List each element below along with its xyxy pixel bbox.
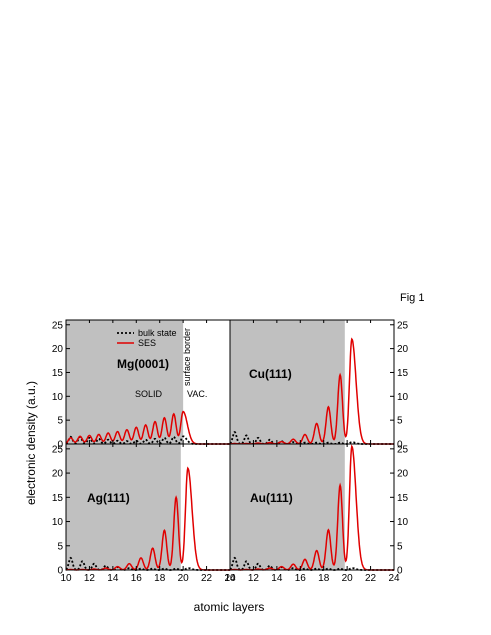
bulk-series-line xyxy=(65,435,230,445)
panel-title: Cu(111) xyxy=(249,367,292,381)
y-tick-label: 0 xyxy=(397,566,403,577)
y-tick-label: 10 xyxy=(52,392,64,403)
x-tick-label: 24 xyxy=(388,573,400,584)
x-tick-label: 12 xyxy=(84,573,96,584)
solid-region xyxy=(66,320,184,444)
y-tick-label: 10 xyxy=(397,517,409,528)
x-tick-label: 22 xyxy=(365,573,377,584)
panel-2: 0 5 10 15 20 25 10 12 14 16 18 20 22 24 Ag(111) xyxy=(52,443,236,584)
x-tick-label: 20 xyxy=(342,573,354,584)
panel-1: 0 5 10 15 20 25 Cu(111) xyxy=(229,319,409,451)
panel-frame xyxy=(229,443,395,571)
x-tick-label: 14 xyxy=(271,573,283,584)
panels-group: 0 5 10 15 20 25 Mg(0001) 0 5 10 15 20 25 Cu(111) 0 5 10 1… xyxy=(52,319,409,584)
y-tick-label: 10 xyxy=(52,517,64,528)
solid-label: SOLID xyxy=(135,389,163,399)
panel-title: Au(111) xyxy=(250,491,293,505)
x-tick-label: 18 xyxy=(154,573,166,584)
solid-region xyxy=(230,320,345,444)
surface-border-label: surface border xyxy=(182,328,192,386)
y-tick-label: 0 xyxy=(57,566,63,577)
x-tick-label: 12 xyxy=(248,573,260,584)
x-tick-label: 14 xyxy=(107,573,119,584)
y-tick-label: 15 xyxy=(397,368,409,379)
x-tick-label: 10 xyxy=(224,573,236,584)
y-tick-label: 20 xyxy=(52,344,64,355)
vac-label: VAC. xyxy=(187,389,207,399)
panel-title: Ag(111) xyxy=(87,491,130,505)
solid-region xyxy=(66,444,181,570)
y-tick-label: 5 xyxy=(397,416,403,427)
x-axis-label: atomic layers xyxy=(194,600,265,614)
y-tick-label: 15 xyxy=(52,493,64,504)
y-tick-label: 0 xyxy=(57,440,63,451)
x-tick-label: 18 xyxy=(318,573,330,584)
y-tick-label: 25 xyxy=(52,320,64,331)
y-tick-label: 20 xyxy=(52,469,64,480)
legend-ses-label: SES xyxy=(138,338,156,348)
y-tick-label: 5 xyxy=(397,541,403,552)
y-tick-label: 25 xyxy=(397,320,409,331)
x-tick-label: 10 xyxy=(60,573,72,584)
panel-0: 0 5 10 15 20 25 Mg(0001) xyxy=(52,319,231,451)
y-tick-label: 20 xyxy=(397,344,409,355)
x-tick-label: 16 xyxy=(131,573,143,584)
solid-region xyxy=(230,444,345,570)
x-tick-label: 16 xyxy=(295,573,307,584)
y-tick-label: 15 xyxy=(397,493,409,504)
panel-title: Mg(0001) xyxy=(117,357,169,371)
y-tick-label: 10 xyxy=(397,392,409,403)
y-tick-label: 0 xyxy=(397,440,403,451)
panel-3: 0 5 10 15 20 25 10 12 14 16 18 20 22 24 Au(111) xyxy=(224,443,409,584)
y-tick-label: 15 xyxy=(52,368,64,379)
x-tick-label: 22 xyxy=(201,573,213,584)
y-tick-label: 20 xyxy=(397,469,409,480)
figure-label: Fig 1 xyxy=(400,292,425,304)
x-tick-label: 20 xyxy=(178,573,190,584)
y-tick-label: 5 xyxy=(57,416,63,427)
y-axis-label: electronic density (a.u.) xyxy=(24,381,38,505)
y-tick-label: 5 xyxy=(57,541,63,552)
legend-bulk-label: bulk state xyxy=(138,328,177,338)
x-tick-label: 24 xyxy=(224,573,236,584)
y-tick-label: 25 xyxy=(397,444,409,455)
y-tick-label: 25 xyxy=(52,444,64,455)
